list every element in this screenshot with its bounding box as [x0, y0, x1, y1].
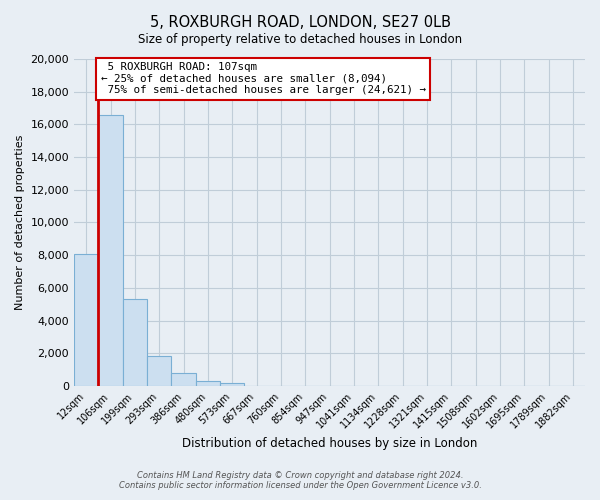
Text: Size of property relative to detached houses in London: Size of property relative to detached ho… [138, 32, 462, 46]
Y-axis label: Number of detached properties: Number of detached properties [15, 135, 25, 310]
Bar [196, 381, 220, 386]
Bar [98, 114, 123, 386]
Bar [172, 373, 196, 386]
Text: Contains HM Land Registry data © Crown copyright and database right 2024.
Contai: Contains HM Land Registry data © Crown c… [119, 470, 481, 490]
Bar [74, 254, 98, 386]
Text: 5 ROXBURGH ROAD: 107sqm
← 25% of detached houses are smaller (8,094)
 75% of sem: 5 ROXBURGH ROAD: 107sqm ← 25% of detache… [101, 62, 426, 96]
Text: 5, ROXBURGH ROAD, LONDON, SE27 0LB: 5, ROXBURGH ROAD, LONDON, SE27 0LB [149, 15, 451, 30]
X-axis label: Distribution of detached houses by size in London: Distribution of detached houses by size … [182, 437, 477, 450]
Bar [123, 300, 147, 386]
Bar [147, 356, 172, 386]
Bar [220, 382, 244, 386]
